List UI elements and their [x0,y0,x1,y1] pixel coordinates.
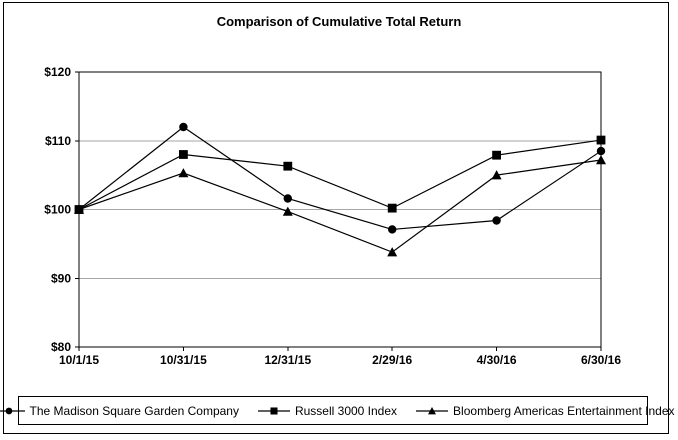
legend-entry-bloomberg-entertainment: Bloomberg Americas Entertainment Index [415,403,675,418]
svg-text:2/29/16: 2/29/16 [372,353,412,367]
triangle-marker-icon [415,405,449,417]
square-marker-icon [257,405,291,417]
svg-text:$80: $80 [51,340,71,354]
circle-marker-icon [0,405,26,417]
chart-title: Comparison of Cumulative Total Return [216,14,462,29]
svg-text:12/31/15: 12/31/15 [264,353,311,367]
svg-text:$100: $100 [44,203,71,217]
legend-label-bloomberg-entertainment: Bloomberg Americas Entertainment Index [453,403,675,418]
svg-text:10/31/15: 10/31/15 [160,353,207,367]
chart-legend: The Madison Square Garden Company Russel… [0,396,675,425]
svg-text:6/30/16: 6/30/16 [581,353,621,367]
svg-text:$90: $90 [51,271,71,285]
legend-label-russell-3000: Russell 3000 Index [294,403,398,418]
svg-text:4/30/16: 4/30/16 [477,353,517,367]
legend-entry-russell-3000: Russell 3000 Index [257,404,397,418]
svg-text:10/1/15: 10/1/15 [59,353,99,367]
svg-text:$120: $120 [44,65,71,79]
legend-label-madison-square-garden: The Madison Square Garden Company [29,403,239,418]
legend-entry-madison-square-garden: The Madison Square Garden Company [0,404,239,418]
svg-text:$110: $110 [45,134,71,148]
